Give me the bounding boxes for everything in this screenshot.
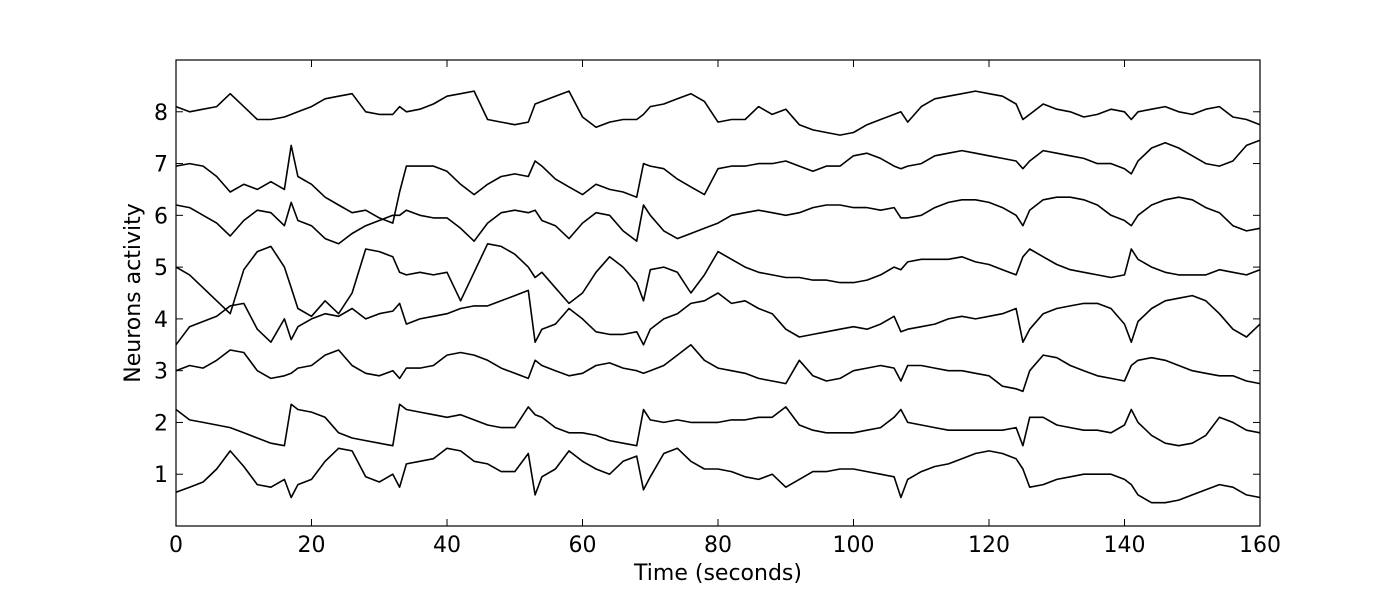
x-tick-label: 80	[704, 533, 732, 558]
series-line-1	[175, 447, 1261, 504]
y-tick-label: 2	[154, 411, 168, 436]
series-line-8	[175, 90, 1261, 136]
y-tick-label: 3	[154, 360, 168, 385]
x-axis: 0 20 40 60 80 100 120 140 160	[169, 60, 1281, 558]
series-line-4	[175, 289, 1261, 346]
x-tick-label: 140	[1104, 533, 1146, 558]
x-tick-label: 60	[569, 533, 597, 558]
x-tick-label: 20	[298, 533, 326, 558]
series-line-7	[175, 139, 1261, 224]
series-line-6	[175, 196, 1261, 245]
y-tick-label: 4	[154, 308, 168, 333]
x-tick-label: 120	[968, 533, 1010, 558]
y-tick-label: 1	[154, 463, 168, 488]
y-tick-label: 6	[154, 204, 168, 229]
x-tick-label: 0	[169, 533, 183, 558]
series-line-5	[175, 243, 1261, 318]
y-tick-label: 5	[154, 256, 168, 281]
y-axis-label: Neurons activity	[121, 203, 146, 382]
y-tick-label: 7	[154, 153, 168, 178]
x-tick-label: 160	[1239, 533, 1281, 558]
x-axis-label: Time (seconds)	[633, 561, 802, 586]
series-group	[175, 90, 1261, 504]
y-tick-label: 8	[154, 101, 168, 126]
series-line-2	[175, 403, 1261, 447]
y-axis: 1 2 3 4 5 6 7 8	[154, 101, 1260, 488]
x-tick-label: 100	[833, 533, 875, 558]
series-line-3	[175, 344, 1261, 393]
x-tick-label: 40	[433, 533, 461, 558]
